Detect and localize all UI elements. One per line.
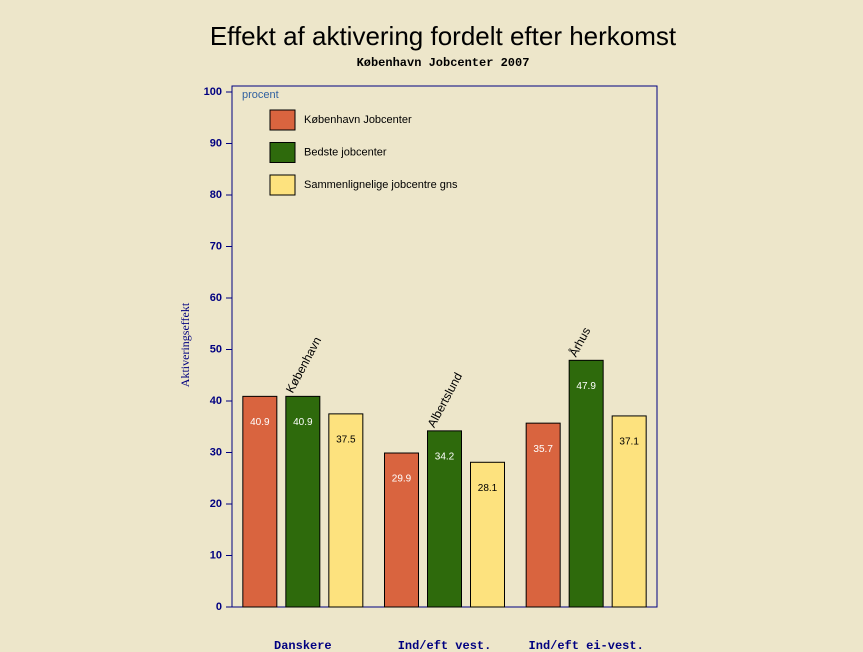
y-tick-label: 70 (210, 240, 222, 252)
y-tick-label: 80 (210, 189, 222, 201)
legend-swatch (269, 142, 296, 163)
bar (384, 452, 419, 608)
bar (525, 422, 561, 608)
legend-label: København Jobcenter (304, 114, 412, 126)
bar (568, 359, 604, 608)
legend-label: Bedste jobcenter (304, 146, 387, 158)
x-tick-label: Ind/eft ei-vest. (529, 639, 644, 652)
y-tick-label: 60 (210, 292, 222, 304)
bar (328, 413, 364, 608)
y-tick-label: 90 (210, 137, 222, 149)
y-unit-label: procent (242, 89, 279, 101)
value-label: 47.9 (576, 381, 596, 392)
value-label: 28.1 (478, 483, 498, 494)
legend-swatch (269, 174, 296, 196)
y-tick-label: 50 (210, 343, 222, 355)
y-tick-label: 40 (210, 395, 222, 407)
y-tick-label: 30 (210, 446, 222, 458)
chart-subtitle: København Jobcenter 2007 (357, 56, 530, 70)
y-tick-label: 10 (210, 549, 222, 561)
chart-title: Effekt af aktivering fordelt efter herko… (210, 21, 677, 51)
x-tick-label: Ind/eft vest. (398, 639, 492, 652)
bar (242, 395, 278, 608)
x-tick-label: Danskere (274, 639, 332, 652)
value-label: 35.7 (533, 444, 553, 455)
y-tick-label: 0 (216, 601, 222, 613)
y-axis-label: Aktiveringseffekt (178, 302, 192, 387)
y-tick-label: 20 (210, 498, 222, 510)
bar (427, 430, 462, 608)
bar (285, 395, 321, 608)
bar (470, 461, 505, 608)
bar (611, 415, 647, 608)
y-tick-label: 100 (204, 86, 222, 98)
value-label: 37.1 (619, 437, 639, 448)
legend-swatch (269, 109, 296, 131)
legend-label: Sammenlignelige jobcentre gns (304, 179, 458, 191)
value-label: 34.2 (435, 452, 455, 463)
value-label: 37.5 (336, 435, 356, 446)
value-label: 29.9 (392, 474, 412, 485)
value-label: 40.9 (250, 417, 270, 428)
value-label: 40.9 (293, 417, 313, 428)
